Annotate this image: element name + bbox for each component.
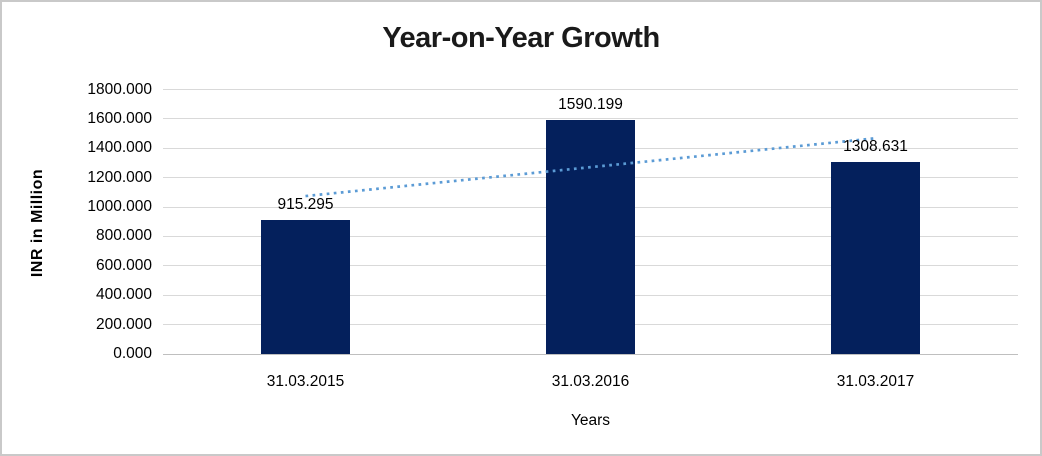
bar — [831, 161, 920, 354]
y-tick-label: 1000.000 — [87, 198, 152, 216]
x-axis-title: Years — [570, 412, 611, 429]
bar-value-label: 1308.631 — [843, 137, 908, 155]
y-tick-label: 1600.000 — [87, 109, 152, 127]
trendline — [305, 136, 876, 198]
x-tick-label: 31.03.2016 — [551, 373, 630, 390]
y-tick-label: 200.000 — [95, 315, 152, 333]
x-tick-label: 31.03.2017 — [836, 373, 915, 390]
x-axis-line — [163, 353, 1018, 355]
bar — [261, 219, 350, 354]
bar-value-label: 1590.199 — [558, 96, 623, 114]
chart-title: Year-on-Year Growth — [382, 22, 660, 54]
gridline — [163, 89, 1018, 90]
bar-value-label: 915.295 — [277, 195, 334, 213]
y-tick-label: 400.000 — [95, 286, 152, 304]
y-tick-label: 1800.000 — [87, 80, 152, 98]
y-tick-label: 1200.000 — [87, 168, 152, 186]
y-tick-label: 800.000 — [95, 227, 152, 245]
y-tick-label: 0.000 — [113, 345, 152, 362]
bar — [546, 120, 635, 354]
gridline — [163, 118, 1018, 120]
x-tick-label: 31.03.2015 — [266, 373, 345, 390]
y-tick-label: 600.000 — [95, 256, 152, 274]
y-tick-label: 1400.000 — [87, 139, 152, 157]
